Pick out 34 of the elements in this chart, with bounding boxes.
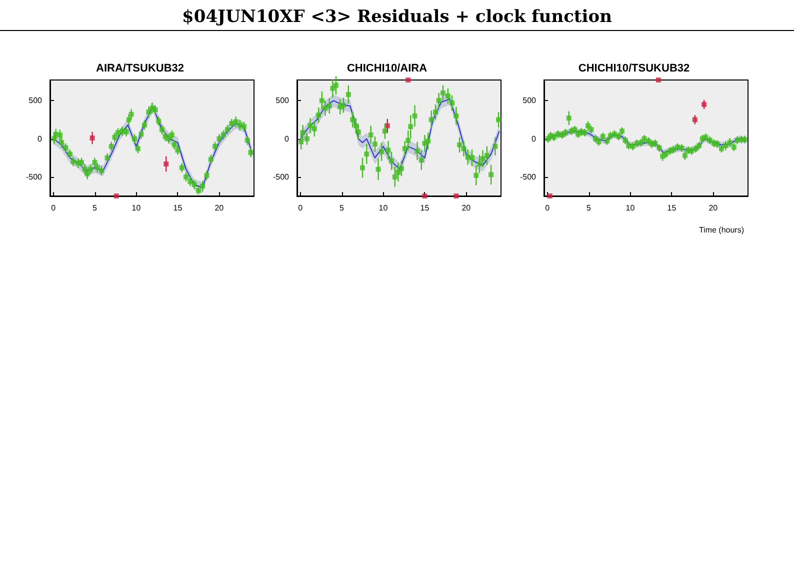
y-tick-label: 500 [522, 96, 537, 106]
point [406, 78, 411, 82]
point [656, 78, 661, 82]
x-tick-label: 15 [173, 204, 183, 212]
x-tick-label: 20 [708, 204, 718, 212]
y-tick-label: 0 [284, 134, 290, 144]
x-tick-label: 0 [545, 204, 550, 212]
x-tick-label: 0 [298, 204, 304, 212]
y-tick-label: -500 [26, 172, 43, 182]
point [114, 194, 119, 198]
chart-title: CHICHI10/TSUKUB32 [578, 62, 690, 74]
point [422, 194, 428, 198]
y-tick-label: 500 [28, 96, 43, 106]
x-axis-title: Time (hours) [698, 226, 744, 234]
x-tick-label: 5 [92, 204, 98, 212]
chart-title: AIRA/TSUKUB32 [96, 62, 184, 74]
text: $04JUN10XF <3> Residuals + clock function [0, 4, 794, 31]
y-tick-label: 500 [276, 96, 290, 106]
x-tick-label: 10 [132, 204, 142, 212]
y-tick-label: 0 [38, 134, 43, 144]
y-tick-label: -500 [520, 172, 537, 182]
x-tick-label: 20 [214, 204, 224, 212]
x-tick-label: 20 [462, 204, 472, 212]
x-tick-label: 0 [51, 204, 56, 212]
chart-title: CHICHI10/AIRA [346, 62, 428, 74]
x-tick-label: 15 [420, 204, 430, 212]
y-tick-label: -500 [272, 172, 290, 182]
x-tick-label: 15 [667, 204, 677, 212]
y-tick-label: 0 [532, 134, 537, 144]
x-tick-label: 10 [378, 204, 388, 212]
x-tick-label: 5 [340, 204, 345, 212]
point [454, 194, 459, 198]
x-tick-label: 10 [626, 204, 636, 212]
x-tick-label: 5 [586, 204, 592, 212]
